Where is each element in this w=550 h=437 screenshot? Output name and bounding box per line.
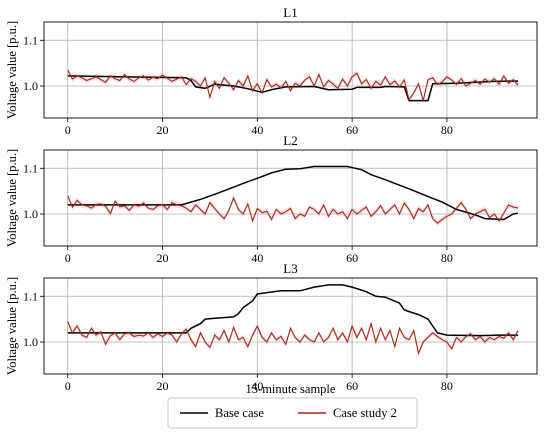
y-axis-label: Voltage value [p.u.]	[5, 277, 19, 375]
x-axis-label: 15-minute sample	[246, 382, 336, 396]
panel-title: L2	[283, 133, 297, 148]
x-tick-label: 20	[157, 123, 169, 137]
y-axis-label: Voltage value [p.u.]	[5, 21, 19, 119]
panel-l3: 0 20 40 60 80 1.0 1.1 L3 Voltage value [p.u.]	[5, 261, 538, 393]
series-case-study-2-line	[67, 69, 519, 102]
y-tick-label: 1.1	[23, 33, 38, 47]
x-tick-label: 60	[346, 379, 358, 393]
case-study-band	[67, 67, 518, 104]
plot-frame	[43, 277, 538, 375]
x-tick-label: 0	[65, 123, 71, 137]
x-tick-label: 80	[441, 379, 453, 393]
legend-label-case-study-2: Case study 2	[333, 406, 397, 420]
x-tick-label: 20	[157, 251, 169, 265]
x-tick-label: 80	[441, 123, 453, 137]
x-tick-label: 40	[251, 123, 263, 137]
y-axis-label: Voltage value [p.u.]	[5, 149, 19, 247]
legend-label-base-case: Base case	[215, 406, 264, 420]
y-tick-label: 1.0	[23, 335, 38, 349]
series-case-study-2-line	[67, 195, 519, 224]
x-tick-label: 40	[251, 379, 263, 393]
panel-title: L1	[283, 5, 297, 20]
y-tick-label: 1.1	[23, 289, 38, 303]
y-tick-label: 1.1	[23, 161, 38, 175]
series-base-case-line	[67, 284, 518, 337]
legend-box	[167, 397, 418, 429]
x-tick-label: 0	[65, 379, 71, 393]
x-tick-label: 60	[346, 123, 358, 137]
legend: Base case Case study 2	[167, 397, 418, 429]
series-base-case-line	[67, 165, 519, 221]
x-tick-label: 80	[441, 251, 453, 265]
panel-l2: 0 20 40 60 80 1.0 1.1 L2 Voltage value [p.u.]	[5, 133, 538, 265]
x-tick-label: 60	[346, 251, 358, 265]
series-base-case-line	[67, 75, 519, 102]
plot-frame	[43, 149, 538, 247]
case-study-band	[67, 193, 518, 226]
panel-l1: 0 20 40 60 80 1.0 1.1 L1 Voltage value [p.u.]	[5, 5, 538, 137]
series-case-study-2-line	[67, 321, 519, 356]
case-study-band	[67, 318, 518, 357]
x-tick-label: 0	[65, 251, 71, 265]
y-tick-label: 1.0	[23, 207, 38, 221]
x-tick-label: 40	[251, 251, 263, 265]
x-tick-label: 20	[157, 379, 169, 393]
plot-frame	[43, 21, 538, 119]
y-tick-label: 1.0	[23, 79, 38, 93]
panel-title: L3	[283, 261, 297, 276]
